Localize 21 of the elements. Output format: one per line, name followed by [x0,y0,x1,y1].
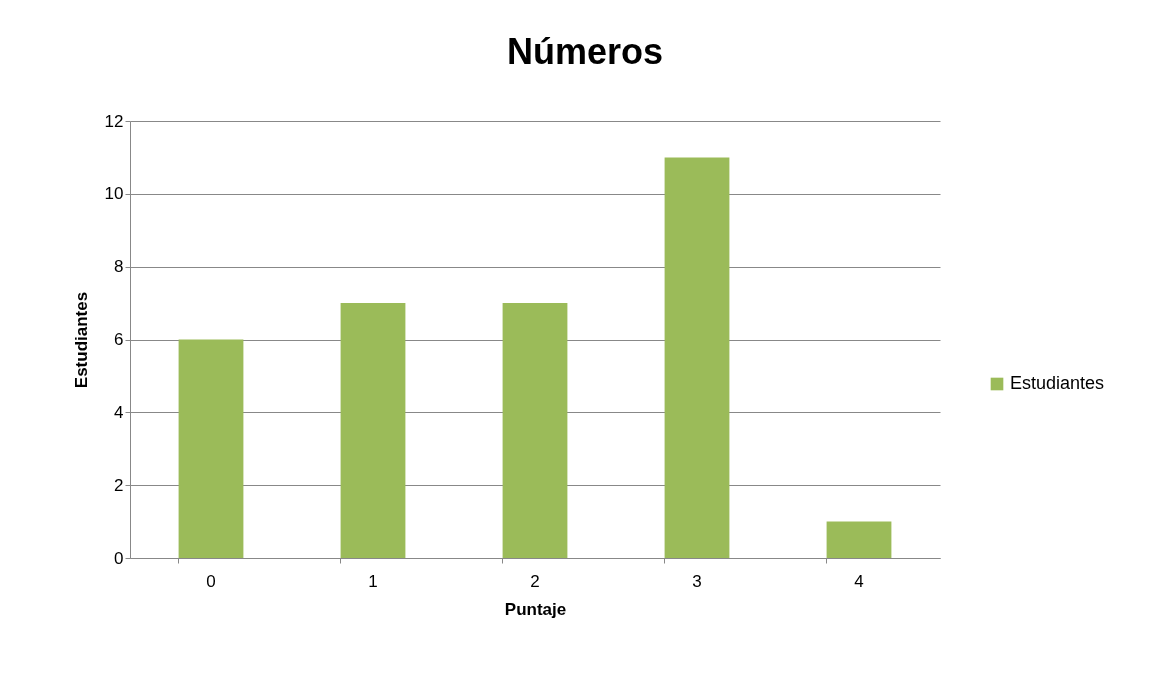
x-tick-label: 4 [854,571,864,591]
bar [664,157,730,558]
x-tick-label: 1 [368,571,378,591]
chart-title: Números [506,31,664,72]
y-axis-title: Estudiantes [71,291,91,389]
y-tick-label: 2 [114,475,124,495]
x-tick-label: 2 [530,571,540,591]
y-tick-label: 8 [114,257,124,277]
y-tick-label: 6 [114,330,124,349]
bar [502,303,568,558]
y-tick-label: 0 [114,548,124,568]
x-tick-label: 3 [692,571,702,591]
bar [826,521,892,558]
y-tick-label: 12 [104,111,124,131]
legend-label: Estudiantes [1010,373,1105,393]
y-tick-label: 10 [104,184,124,204]
bar [340,303,406,558]
y-tick-label: 4 [114,402,124,422]
x-axis-title: Puntaje [504,599,567,619]
bar [178,339,244,558]
x-tick-label: 0 [206,571,216,591]
